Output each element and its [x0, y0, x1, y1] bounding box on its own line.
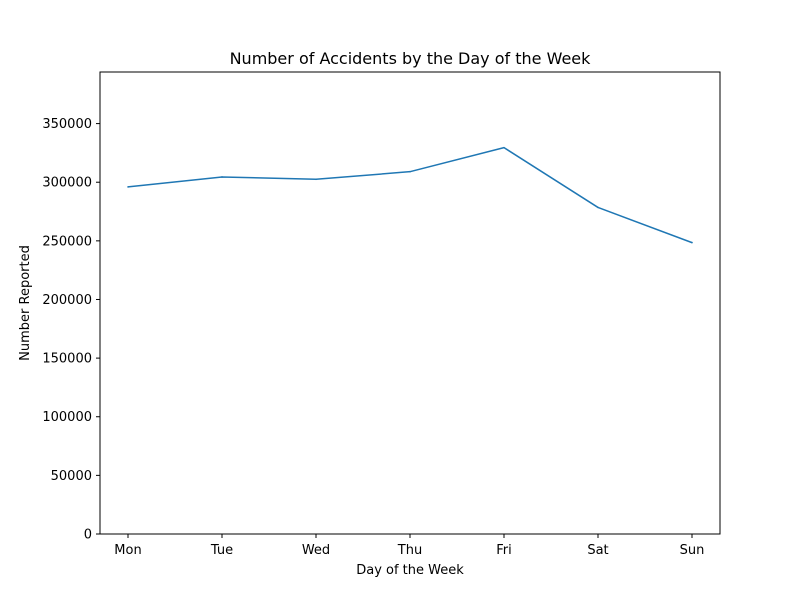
data-point	[691, 241, 693, 244]
series-layer	[127, 146, 693, 244]
x-tick-label: Sun	[680, 543, 705, 558]
y-tick-label: 100000	[42, 410, 92, 425]
x-tick-label: Sat	[587, 543, 608, 558]
data-point	[221, 176, 223, 178]
data-point	[127, 186, 129, 188]
data-point	[597, 206, 599, 209]
x-axis-label: Day of the Week	[356, 563, 464, 578]
chart-title: Number of Accidents by the Day of the We…	[230, 49, 592, 68]
y-tick-label: 300000	[42, 176, 92, 191]
plot-area	[99, 71, 721, 535]
y-axis: 0 50000 100000 150000 200000 250000 300000 3500…	[42, 117, 100, 543]
x-tick-label: Fri	[496, 543, 512, 558]
y-tick-label: 200000	[42, 293, 92, 308]
y-tick-label: 50000	[51, 469, 92, 484]
x-tick-label: Wed	[302, 543, 330, 558]
y-tick-label: 0	[84, 528, 92, 543]
x-tick-label: Mon	[114, 543, 141, 558]
y-tick-label: 150000	[42, 352, 92, 367]
y-axis-label: Number Reported	[18, 245, 33, 361]
data-point	[315, 178, 317, 181]
y-tick-label: 350000	[42, 117, 92, 132]
x-tick-label: Thu	[397, 543, 422, 558]
x-axis: Mon Tue Wed Thu Fri Sat Sun	[114, 534, 704, 558]
data-point	[503, 146, 505, 149]
y-tick-label: 250000	[42, 234, 92, 249]
data-point	[409, 170, 411, 173]
x-tick-label: Tue	[210, 543, 233, 558]
